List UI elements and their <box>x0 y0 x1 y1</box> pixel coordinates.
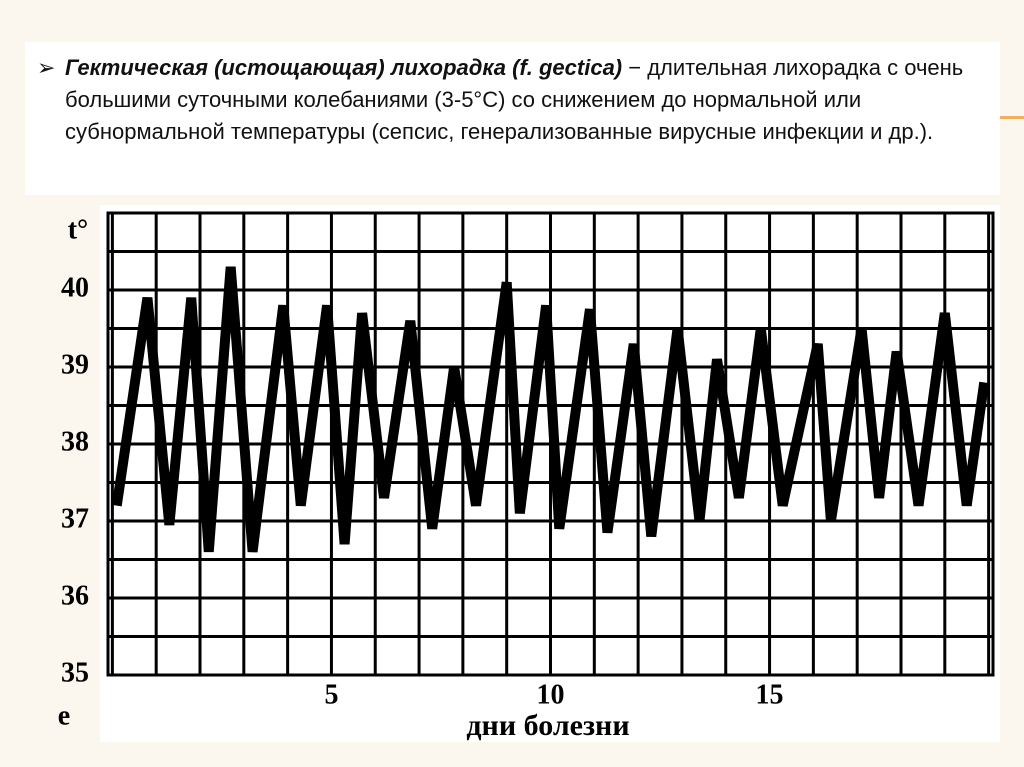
x-tick-label: 5 <box>324 679 338 710</box>
y-tick-label: 37 <box>61 503 89 534</box>
y-tick-label: 36 <box>61 580 89 611</box>
y-tick-label: 39 <box>61 349 89 380</box>
x-axis-label: дни болезни <box>466 709 629 742</box>
x-tick-label: 15 <box>756 679 784 710</box>
text-box: ➢ Гектическая (истощающая) лихорадка (f.… <box>25 42 1000 195</box>
x-tick-label: 10 <box>537 679 565 710</box>
y-tick-label: 35 <box>61 657 89 688</box>
temperature-line <box>111 266 990 553</box>
y-axis-label: t° <box>68 214 89 245</box>
y-tick-label: 38 <box>61 426 89 457</box>
corner-label: e <box>58 700 70 731</box>
plot-frame <box>106 211 995 677</box>
y-tick-label: 40 <box>61 272 89 303</box>
bullet: ➢ <box>37 55 56 80</box>
description: − длительная лихорадка с очень большими … <box>65 55 964 144</box>
accent-line <box>1000 116 1024 119</box>
term: Гектическая (истощающая) лихорадка (f. g… <box>65 55 623 80</box>
